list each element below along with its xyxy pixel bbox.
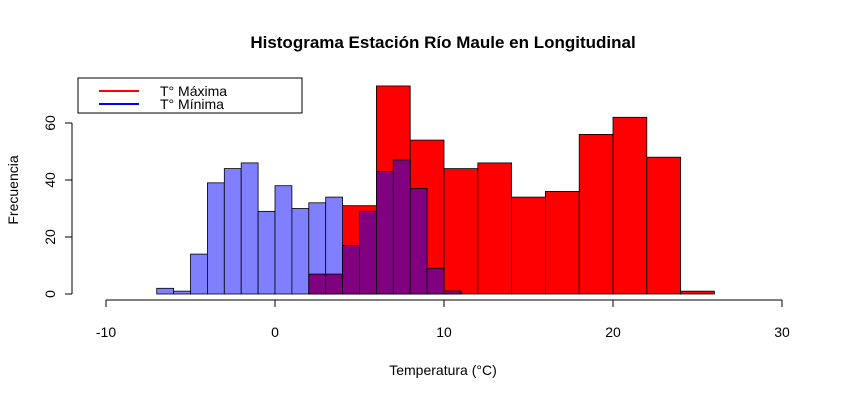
bar-min-8 <box>291 208 310 295</box>
bar-min-3 <box>206 182 225 295</box>
bar-min-2 <box>190 253 208 295</box>
bar-min-1 <box>173 290 191 295</box>
bar-overlap-12 <box>359 210 377 295</box>
series-overlap-bars <box>308 159 462 295</box>
x-tick-label-4: 30 <box>774 324 790 340</box>
chart-title: Histograma Estación Río Maule en Longitu… <box>250 33 635 52</box>
x-axis: -10 0 10 20 30 <box>96 299 790 340</box>
y-axis: 0 20 40 60 <box>42 115 73 298</box>
bar-max-8 <box>578 133 614 295</box>
legend-label-max: T° Máxima <box>160 83 227 99</box>
x-tick-label-1: 0 <box>271 324 279 340</box>
y-tick-label-0: 0 <box>42 290 58 298</box>
bar-min-6 <box>257 210 276 295</box>
bar-overlap-15 <box>409 188 428 295</box>
bar-overlap-14 <box>392 159 411 295</box>
bar-min-4 <box>223 168 242 295</box>
x-tick-label-2: 10 <box>436 324 452 340</box>
bar-max-6 <box>511 196 546 295</box>
y-axis-label: Frecuencia <box>5 155 21 224</box>
bar-min-7 <box>274 185 293 295</box>
bar-max-10 <box>646 156 681 295</box>
bar-max-9 <box>612 116 648 295</box>
legend: T° Máxima T° Mínima <box>77 77 303 114</box>
x-axis-label: Temperatura (°C) <box>389 362 497 378</box>
bar-overlap-16 <box>426 267 445 295</box>
y-tick-label-1: 20 <box>42 229 58 245</box>
bar-overlap-9 <box>308 273 327 295</box>
bar-overlap-13 <box>375 171 394 295</box>
legend-label-min: T° Mínima <box>160 96 224 112</box>
y-tick-label-2: 40 <box>42 172 58 188</box>
bar-max-5 <box>477 162 512 295</box>
y-tick-label-3: 60 <box>42 115 58 131</box>
x-tick-label-3: 20 <box>605 324 621 340</box>
bar-max-11 <box>680 290 715 295</box>
bar-min-0 <box>156 287 174 295</box>
bar-overlap-17 <box>443 290 462 295</box>
bar-overlap-10 <box>325 273 344 295</box>
x-tick-label-0: -10 <box>96 324 116 340</box>
bar-min-5 <box>240 162 259 295</box>
bar-max-4 <box>443 168 479 295</box>
bar-max-7 <box>545 190 580 295</box>
bar-overlap-11 <box>342 245 360 295</box>
legend-box <box>77 77 303 114</box>
